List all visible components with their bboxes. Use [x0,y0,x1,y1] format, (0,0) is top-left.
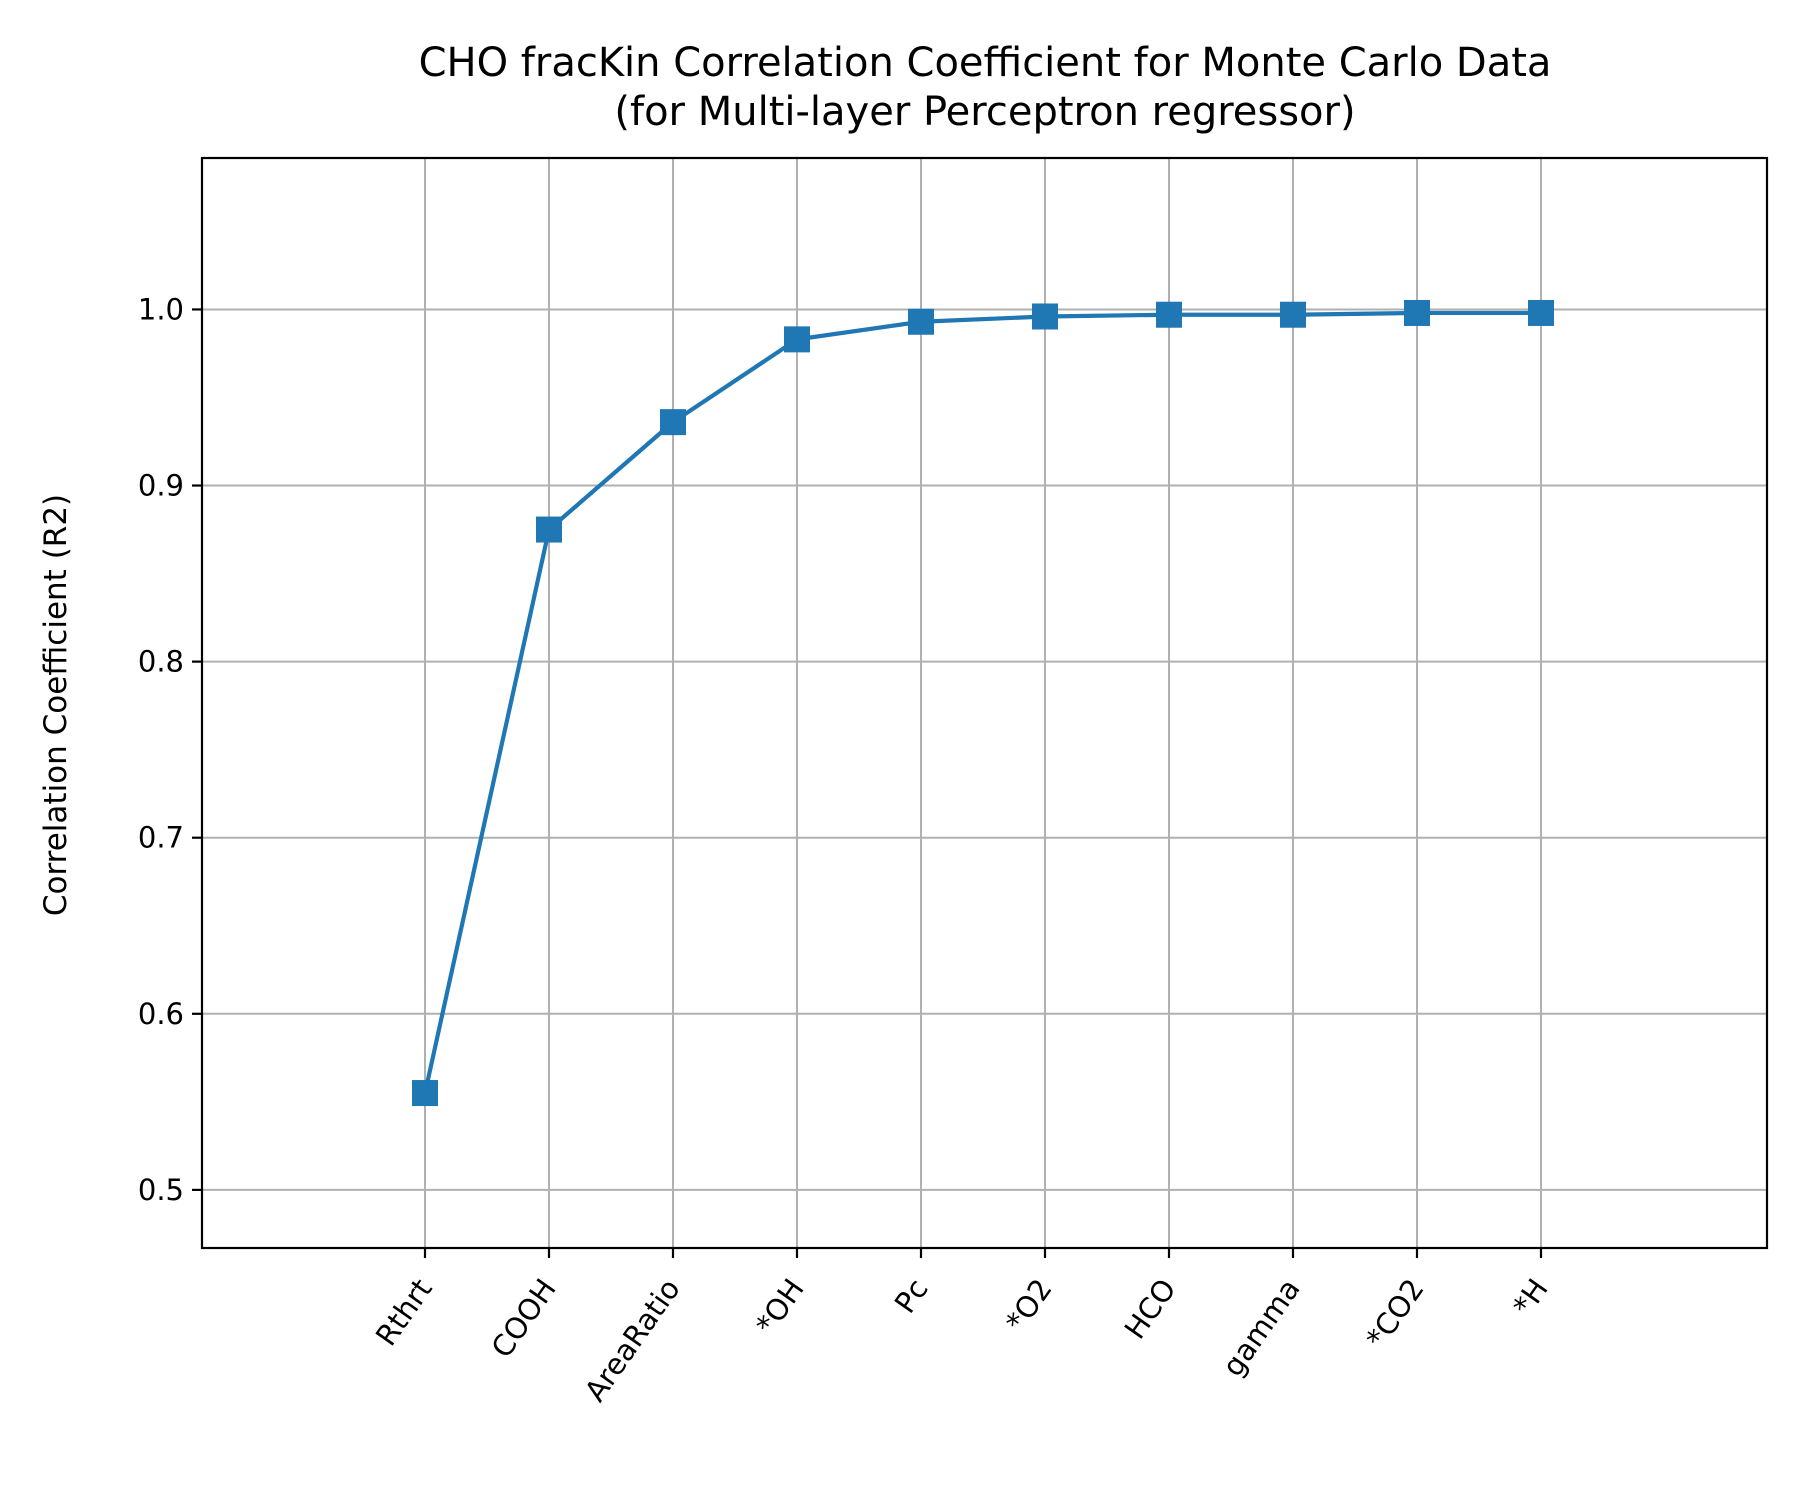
grid [202,158,1767,1248]
series-layer [412,299,1554,1107]
chart-subtitle: (for Multi-layer Perceptron regressor) [614,89,1355,135]
y-tick-label: 1.0 [138,292,184,326]
x-tick-label: Rthrt [369,1273,439,1352]
y-tick-label: 0.8 [138,645,184,679]
data-point-marker [1156,301,1182,328]
data-point-marker [1280,301,1306,328]
y-tick-label: 0.6 [138,997,184,1031]
y-tick-label: 0.7 [138,821,184,855]
y-tick-label: 0.5 [138,1173,184,1207]
x-tick-label: COOH [485,1273,563,1364]
x-tick-label: *H [1506,1273,1555,1322]
x-tick-label: Pc [888,1273,935,1320]
x-tick-label: *O2 [999,1273,1059,1338]
data-point-marker [660,409,686,436]
x-tick-label: *CO2 [1359,1273,1430,1355]
data-point-marker [784,326,810,353]
y-tick-label: 0.9 [138,469,184,503]
x-tick-label: AreaRatio [578,1273,687,1408]
series-line [422,310,1541,1094]
data-point-marker [1404,299,1430,326]
x-tick-label: *OH [749,1273,811,1341]
data-point-marker [908,308,934,335]
y-axis-label: Correlation Coefficient (R2) [38,494,74,916]
data-point-marker [412,1080,438,1107]
chart-title: CHO fracKin Correlation Coefficient for … [419,40,1552,86]
data-point-marker [1528,299,1554,326]
x-tick-label: gamma [1216,1273,1307,1383]
plot-frame [200,156,1769,1250]
x-tick-label: HCO [1118,1273,1183,1346]
data-point-marker [1032,303,1058,330]
data-point-marker [536,516,562,543]
axis-ticks: Rthrt COOH AreaRatio *OH Pc *O2 HCO gamma *CO2 *H… [138,292,1555,1407]
